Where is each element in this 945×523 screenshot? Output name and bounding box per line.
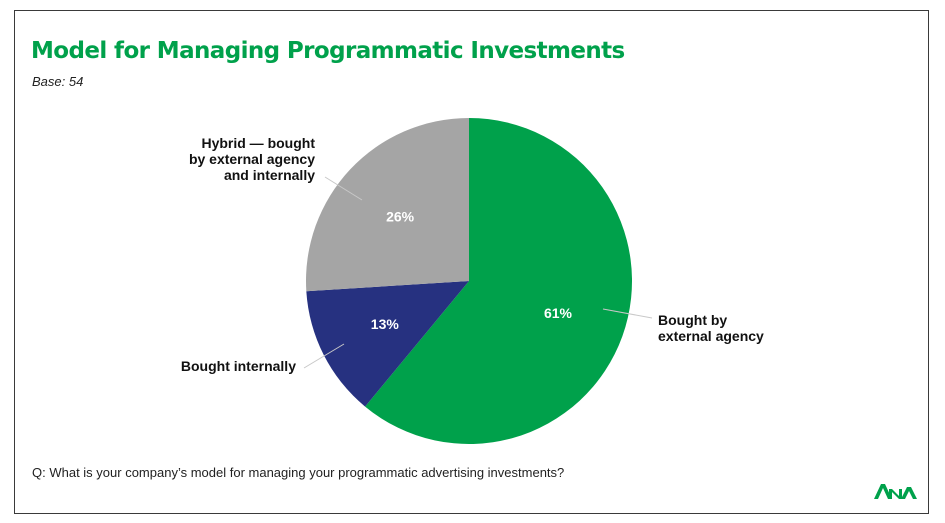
pct-label-internal: 13% xyxy=(371,316,400,332)
base-note: Base: 54 xyxy=(32,74,84,89)
pct-label-external-agency: 61% xyxy=(544,305,573,321)
ana-logo xyxy=(874,484,917,499)
survey-question: Q: What is your company’s model for mana… xyxy=(32,465,565,480)
pie-slice-external-agency xyxy=(365,118,633,444)
leader-line-internal xyxy=(303,343,345,369)
pie-slice-hybrid xyxy=(305,118,469,292)
slide-frame xyxy=(14,10,929,514)
pie-slice-internal xyxy=(306,281,469,407)
leader-line-external-agency xyxy=(602,308,653,319)
chart-title: Model for Managing Programmatic Investme… xyxy=(31,38,625,64)
category-label-external-agency: Bought by external agency xyxy=(658,312,764,344)
pct-label-hybrid: 26% xyxy=(386,208,415,224)
category-label-hybrid: Hybrid — bought by external agency and int… xyxy=(189,135,315,183)
category-label-internal: Bought internally xyxy=(181,358,296,374)
leader-line-hybrid xyxy=(324,176,363,201)
